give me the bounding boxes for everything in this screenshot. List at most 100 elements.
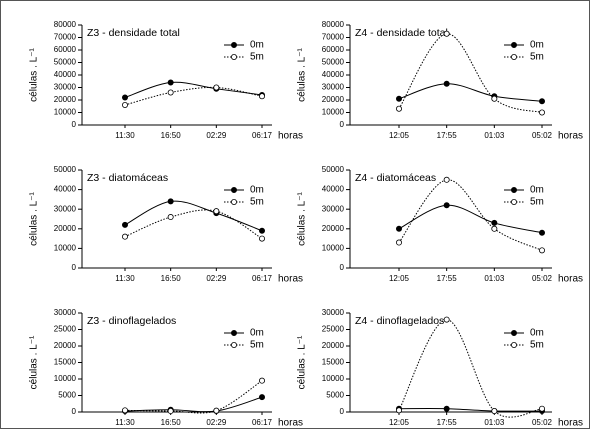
y-tick-label: 30000: [322, 308, 345, 317]
point: [539, 247, 546, 254]
y-axis-label: células . L⁻¹: [29, 335, 40, 389]
point: [395, 407, 402, 414]
y-tick-label: 20000: [322, 95, 345, 104]
y-tick-label: 15000: [54, 358, 77, 367]
panel-title: Z3 - diatomáceas: [87, 172, 168, 184]
x-tick-label: 01:03: [484, 131, 505, 140]
panel-title: Z4 - diatomáceas: [355, 172, 436, 184]
point: [213, 84, 220, 91]
x-tick-label: 06:17: [252, 418, 273, 427]
x-tick-label: 05:02: [532, 418, 553, 427]
series-line: [398, 83, 543, 102]
y-axis-label: células . L⁻¹: [297, 335, 308, 389]
legend-marker: [510, 198, 517, 205]
y-tick-label: 20000: [322, 224, 345, 233]
legend-marker: [230, 341, 237, 348]
x-tick-label: 02:29: [206, 418, 227, 427]
point: [443, 80, 450, 87]
x-axis-label: horas: [558, 131, 583, 142]
point: [258, 93, 265, 100]
point: [395, 95, 402, 102]
x-tick-label: 11:30: [115, 418, 135, 427]
series-line: [398, 408, 543, 412]
point: [167, 89, 174, 96]
x-tick-label: 12:05: [389, 418, 410, 427]
y-tick-label: 30000: [322, 204, 345, 213]
y-tick-label: 50000: [54, 58, 77, 67]
y-tick-label: 60000: [54, 45, 77, 54]
y-tick-label: 0: [340, 120, 345, 129]
y-tick-label: 0: [72, 263, 77, 272]
y-tick-label: 20000: [322, 341, 345, 350]
y-tick-label: 70000: [54, 33, 77, 42]
point: [395, 105, 402, 112]
panel-title: Z4 - dinoflagelados: [355, 315, 444, 327]
x-tick-label: 11:30: [115, 274, 135, 283]
y-tick-label: 50000: [322, 165, 345, 174]
point: [443, 30, 450, 37]
point: [213, 208, 220, 215]
legend-label: 5m: [530, 340, 544, 351]
y-tick-label: 0: [72, 120, 77, 129]
y-tick-label: 10000: [54, 374, 77, 383]
legend-label: 5m: [530, 52, 544, 63]
y-tick-label: 5000: [58, 391, 76, 400]
x-tick-label: 17:55: [437, 131, 458, 140]
y-axis-label: células . L⁻¹: [297, 192, 308, 246]
point: [395, 239, 402, 246]
legend-label: 5m: [250, 340, 264, 351]
x-tick-label: 06:17: [252, 131, 273, 140]
point: [258, 377, 265, 384]
legend-label: 5m: [250, 52, 264, 63]
panel-title: Z4 - densidade total: [355, 27, 448, 39]
y-tick-label: 80000: [322, 20, 345, 29]
y-tick-label: 40000: [322, 185, 345, 194]
y-tick-label: 25000: [322, 325, 345, 334]
y-axis-label: células . L⁻¹: [297, 48, 308, 102]
y-tick-label: 40000: [54, 70, 77, 79]
x-tick-label: 06:17: [252, 274, 273, 283]
legend-marker: [230, 198, 237, 205]
x-tick-label: 05:02: [532, 131, 553, 140]
y-tick-label: 30000: [54, 308, 77, 317]
x-tick-label: 01:03: [484, 274, 505, 283]
series-line: [124, 81, 263, 98]
legend-label: 0m: [530, 328, 544, 339]
legend-label: 0m: [250, 328, 264, 339]
x-tick-label: 17:55: [437, 418, 458, 427]
y-tick-label: 15000: [322, 358, 345, 367]
legend-marker: [230, 329, 237, 336]
x-axis-label: horas: [558, 274, 583, 285]
panel-title: Z3 - dinoflagelados: [87, 315, 176, 327]
y-tick-label: 20000: [54, 224, 77, 233]
y-tick-label: 70000: [322, 33, 345, 42]
y-tick-label: 50000: [54, 165, 77, 174]
x-tick-label: 11:30: [115, 131, 135, 140]
x-tick-label: 16:50: [161, 418, 182, 427]
series-line: [398, 319, 543, 418]
point: [167, 214, 174, 221]
y-tick-label: 40000: [322, 70, 345, 79]
y-tick-label: 0: [340, 407, 345, 416]
y-tick-label: 30000: [322, 83, 345, 92]
y-axis-label: células . L⁻¹: [29, 48, 40, 102]
x-axis-label: horas: [558, 418, 583, 429]
legend-marker: [230, 54, 237, 61]
point: [258, 227, 265, 234]
point: [395, 225, 402, 232]
series-line: [124, 200, 263, 232]
y-tick-label: 20000: [54, 95, 77, 104]
point: [443, 176, 450, 183]
y-tick-label: 40000: [54, 185, 77, 194]
point: [122, 407, 129, 414]
legend-label: 0m: [250, 185, 264, 196]
point: [213, 407, 220, 414]
x-tick-label: 02:29: [206, 131, 227, 140]
legend-marker: [510, 186, 517, 193]
point: [167, 198, 174, 205]
x-tick-label: 02:29: [206, 274, 227, 283]
point: [122, 233, 129, 240]
y-tick-label: 10000: [54, 108, 77, 117]
point: [443, 202, 450, 209]
y-tick-label: 10000: [322, 374, 345, 383]
